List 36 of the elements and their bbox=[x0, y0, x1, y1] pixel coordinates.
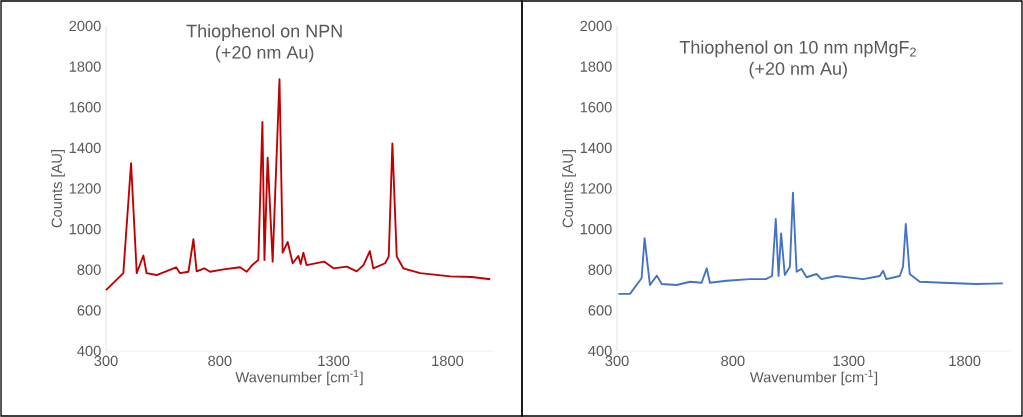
x-axis-title: Wavenumber [cm$^{-1}$] bbox=[749, 369, 878, 386]
y-tick-label: 1600 bbox=[580, 102, 612, 113]
y-tick-label: 1800 bbox=[580, 61, 612, 72]
line-series bbox=[105, 78, 492, 291]
y-tick-label: 1200 bbox=[580, 183, 612, 194]
y-tick-label: 800 bbox=[77, 264, 101, 275]
text: (+20 nm Au) bbox=[749, 61, 847, 79]
text: (+20 nm Au) bbox=[216, 45, 314, 63]
y-tick-label: 1400 bbox=[580, 142, 612, 154]
x-tick-label: 1800 bbox=[949, 355, 981, 367]
x-tick-label: 300 bbox=[605, 355, 629, 367]
y-tick-label: 800 bbox=[588, 264, 612, 275]
y-axis-title: Counts [AU] bbox=[51, 150, 65, 228]
y-tick-label: 400 bbox=[588, 345, 612, 357]
y-tick-label: 1400 bbox=[69, 142, 101, 154]
x-tick-label: 800 bbox=[208, 355, 232, 367]
y-tick-label: 2000 bbox=[69, 20, 101, 32]
x-tick-label: 1300 bbox=[833, 355, 865, 367]
x-axis-title: Wavenumber [cm$^{-1}$] bbox=[235, 369, 363, 386]
y-tick-label: 1000 bbox=[69, 223, 101, 235]
x-tick-label: 1300 bbox=[318, 355, 350, 367]
x-tick-label: 300 bbox=[94, 355, 118, 367]
y-tick-label: 1000 bbox=[580, 223, 612, 235]
chart-title: Thiophenol on NPN bbox=[186, 24, 342, 41]
text: Thiophenol on 10 nm npMgF$_{2}$ bbox=[679, 40, 916, 58]
y-tick-label: 600 bbox=[77, 305, 101, 316]
line-series bbox=[617, 191, 1004, 295]
x-tick-label: 800 bbox=[721, 355, 745, 367]
y-tick-label: 600 bbox=[588, 305, 612, 316]
y-tick-label: 400 bbox=[77, 345, 101, 357]
y-tick-label: 1600 bbox=[69, 102, 101, 113]
y-axis-title: Counts [AU] bbox=[562, 150, 576, 228]
y-tick-label: 2000 bbox=[580, 20, 612, 32]
y-tick-label: 1200 bbox=[69, 183, 101, 194]
y-tick-label: 1800 bbox=[69, 61, 101, 72]
x-tick-label: 1800 bbox=[432, 355, 464, 367]
